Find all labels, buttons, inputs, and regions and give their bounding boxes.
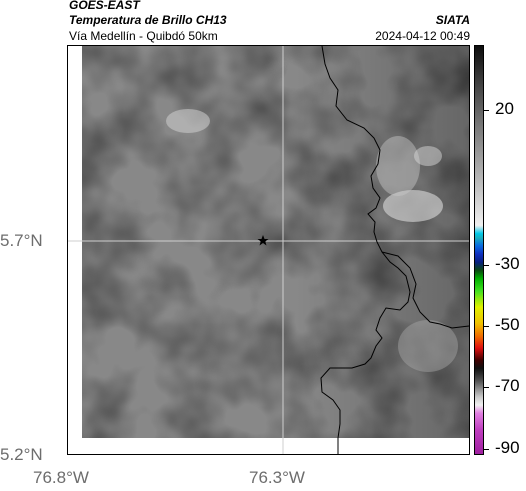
cb-label-minus-50: -50	[495, 315, 520, 334]
temperature-colorbar	[474, 45, 484, 455]
cb-tick	[484, 265, 489, 266]
border-line	[381, 251, 469, 329]
product-title: Temperatura de Brillo CH13	[69, 13, 227, 27]
cb-tick	[484, 110, 489, 111]
map-svg	[68, 46, 469, 454]
cb-tick	[484, 326, 489, 327]
cb-label-minus-90: -90	[495, 438, 520, 457]
satellite-title: GOES-EAST	[69, 0, 140, 12]
datetime-label: 2024-04-12 00:49	[375, 29, 470, 43]
cb-label-minus-70: -70	[495, 376, 520, 395]
cb-tick	[484, 387, 489, 388]
satellite-map	[67, 45, 470, 455]
star-marker	[257, 235, 269, 246]
lon-label-76-8: 76.8°W	[33, 468, 89, 487]
region-title: Vía Medellín - Quibdó 50km	[69, 29, 218, 43]
lon-label-76-3: 76.3°W	[249, 468, 305, 487]
cb-label-minus-30: -30	[495, 254, 520, 273]
org-label: SIATA	[435, 13, 470, 27]
brightness-field	[82, 46, 469, 438]
lat-label-5-7: 5.7°N	[0, 231, 43, 250]
cb-tick	[484, 449, 489, 450]
coastline	[320, 46, 411, 454]
cb-label-20: 20	[495, 99, 514, 118]
lat-label-5-2: 5.2°N	[0, 445, 43, 464]
